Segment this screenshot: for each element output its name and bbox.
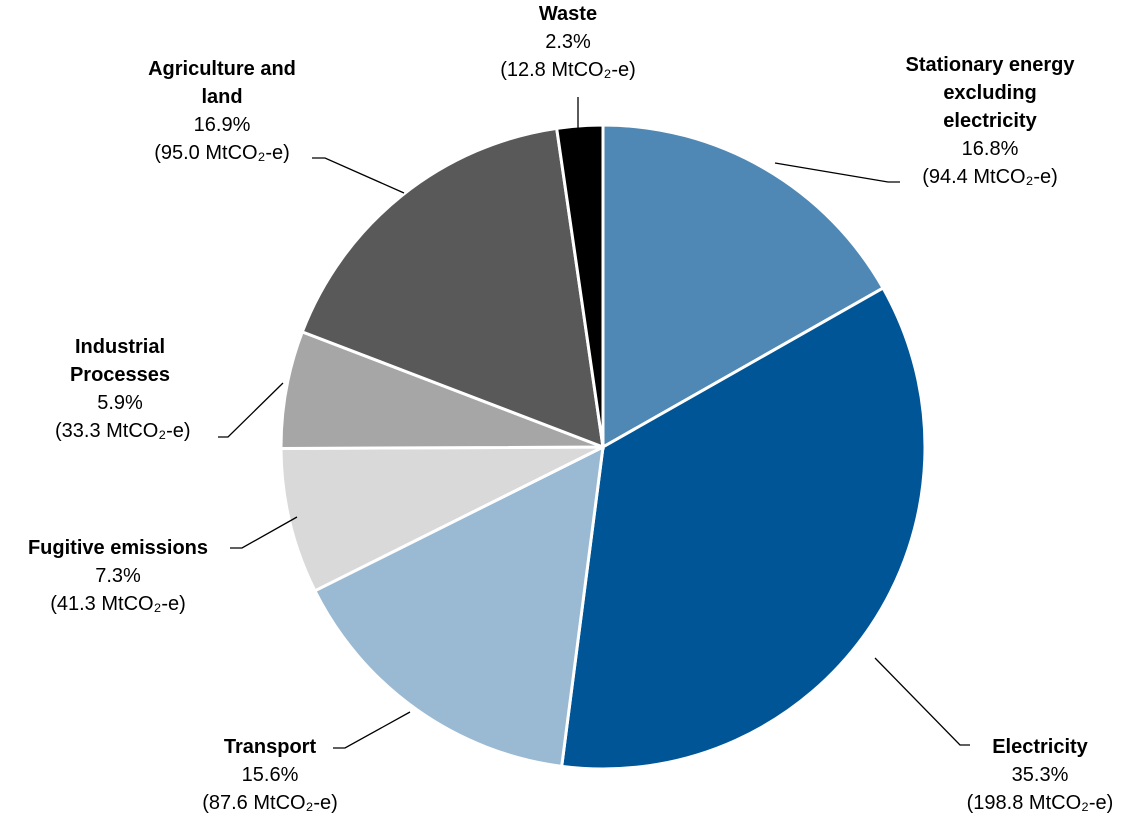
category-label: Industrial Processes: [69, 336, 171, 386]
value-label: 16.8%: [961, 138, 1019, 160]
value-label: 5.9%: [97, 392, 143, 414]
value-label: 35.3%: [1011, 764, 1069, 786]
emission-label: (12.8 MtCO₂-e): [500, 59, 636, 81]
slice-label: Transport 15.6% (87.6 MtCO₂-e): [170, 733, 370, 817]
pie-slice: [554, 123, 605, 448]
pie-slice: [300, 126, 605, 450]
category-label: Waste: [538, 3, 598, 25]
value-label: 16.9%: [193, 114, 251, 136]
emission-label: (95.0 MtCO₂-e): [154, 142, 290, 164]
value-label: 7.3%: [95, 565, 141, 587]
leader-line: [333, 711, 411, 749]
slice-label: Electricity 35.3% (198.8 MtCO₂-e): [940, 733, 1126, 817]
value-label: 15.6%: [241, 764, 299, 786]
leader-line: [230, 516, 298, 549]
leader-line: [312, 157, 405, 194]
leader-line: [874, 657, 970, 746]
slice-label: Stationary energy excluding electricity 1…: [897, 51, 1083, 191]
emission-label: (94.4 MtCO₂-e): [922, 166, 1058, 188]
value-label: 2.3%: [545, 31, 591, 53]
category-label: Electricity: [992, 736, 1088, 758]
emission-label: (87.6 MtCO₂-e): [202, 792, 338, 814]
category-label: Stationary energy excluding electricity: [905, 54, 1075, 132]
pie-slice: [559, 286, 927, 771]
emission-label: (41.3 MtCO₂-e): [50, 593, 186, 615]
emission-label: (198.8 MtCO₂-e): [966, 792, 1114, 814]
leader-line: [218, 382, 284, 438]
slice-label: Fugitive emissions 7.3% (41.3 MtCO₂-e): [3, 534, 233, 618]
category-label: Transport: [223, 736, 317, 758]
slice-label: Waste 2.3% (12.8 MtCO₂-e): [468, 0, 668, 84]
slice-label: Agriculture and land 16.9% (95.0 MtCO₂-e): [132, 55, 312, 167]
pie-slice: [312, 444, 605, 769]
pie-slice: [601, 123, 886, 450]
emission-label: (33.3 MtCO₂-e): [55, 420, 191, 442]
category-label: Agriculture and land: [148, 58, 296, 108]
slice-label: Industrial Processes 5.9% (33.3 MtCO₂-e): [55, 333, 191, 445]
leader-line: [774, 162, 900, 183]
category-label: Fugitive emissions: [27, 537, 209, 559]
